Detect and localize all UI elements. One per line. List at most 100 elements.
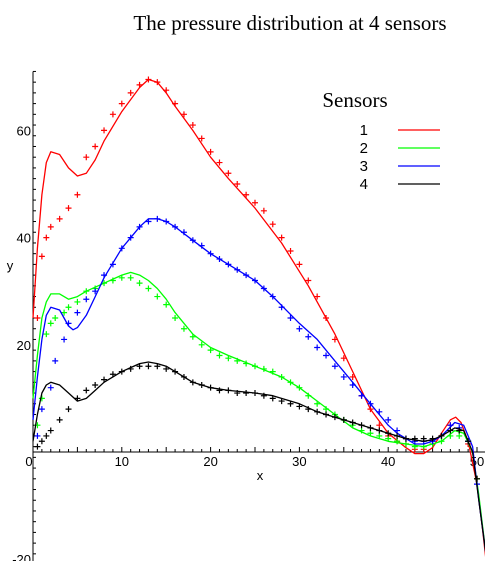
series-4-point: [376, 427, 383, 434]
series-4-point: [34, 443, 41, 450]
series-1-point: [34, 315, 41, 321]
legend-label-1: 1: [360, 122, 368, 139]
series-2-point: [438, 438, 445, 445]
series-4-point: [394, 432, 401, 439]
series-4-point: [101, 376, 108, 383]
series-3-point: [358, 392, 365, 399]
series-3-point: [252, 277, 258, 284]
series-3-point: [269, 293, 276, 300]
series-3-point: [296, 325, 303, 332]
series-1-point: [127, 89, 134, 96]
series-2: [32, 271, 485, 552]
series-2-point: [180, 325, 187, 332]
series-4: [32, 361, 485, 552]
series-1-point: [323, 315, 330, 321]
series-4-point: [74, 395, 81, 402]
series-2-point: [145, 285, 152, 292]
series-1-point: [349, 373, 356, 380]
series-1-point: [305, 277, 312, 284]
y-tick-label: -20: [12, 552, 31, 561]
series-2-point: [154, 293, 161, 300]
series-1-point: [180, 111, 187, 118]
series-2-point: [243, 360, 250, 367]
series-4-point: [349, 419, 356, 426]
series-2-point: [43, 331, 50, 338]
series-2-point: [252, 363, 258, 370]
series-2-line: [32, 271, 485, 552]
series-2-point: [38, 395, 45, 402]
series-2-point: [314, 400, 321, 407]
series-1-point: [260, 207, 267, 214]
series-1-point: [331, 336, 338, 343]
series-3-point: [83, 296, 90, 303]
series-2-point: [447, 432, 454, 439]
series-2-point: [207, 347, 214, 354]
series-2-point: [456, 432, 463, 439]
series-1-point: [216, 159, 223, 166]
series-3-point: [65, 320, 72, 327]
series-3-point: [189, 237, 196, 244]
series-1-point: [287, 248, 294, 254]
y-axis-label: y: [7, 258, 14, 273]
series-4-point: [216, 387, 223, 394]
series-4-point: [154, 363, 161, 370]
series-4-point: [207, 384, 214, 391]
series-2-point: [296, 384, 303, 391]
series-1-point: [83, 154, 90, 161]
legend-label-2: 2: [360, 140, 368, 157]
series-1-point: [207, 148, 214, 155]
series-1-point: [74, 191, 81, 198]
series-3-point: [367, 400, 374, 407]
series-1-point: [296, 261, 303, 268]
series-2-point: [402, 440, 409, 447]
series-1-point: [154, 79, 161, 86]
series-3-point: [101, 272, 108, 279]
series-4-point: [456, 427, 463, 434]
series-3-point: [52, 357, 59, 364]
series-3-point: [331, 363, 338, 370]
series-3-point: [136, 223, 143, 230]
series-1-point: [38, 253, 45, 260]
series-3-point: [38, 406, 45, 413]
series-3-point: [118, 245, 125, 252]
series-4-point: [367, 424, 374, 431]
series-2-point: [74, 298, 81, 305]
series-1-point: [340, 355, 347, 362]
series-3-point: [260, 285, 267, 292]
series-4-point: [323, 411, 330, 418]
series-2-point: [358, 427, 365, 434]
series-3-point: [92, 288, 99, 295]
series-3-point: [180, 229, 187, 236]
series-1-point: [198, 135, 205, 142]
series-1-point: [65, 205, 72, 212]
series-2-point: [198, 341, 205, 348]
series-4-point: [225, 387, 232, 394]
series-1-point: [56, 215, 63, 222]
series-2-point: [52, 315, 59, 321]
series-1-point: [376, 422, 383, 429]
x-tick-label: 40: [381, 454, 395, 469]
series-1-point: [269, 221, 276, 228]
series-2-point: [189, 333, 196, 340]
series-3-point: [278, 304, 285, 311]
series-4-point: [163, 365, 170, 372]
series-2-point: [385, 435, 392, 442]
series-1-point: [278, 234, 285, 241]
series-2-point: [376, 432, 383, 439]
series-2-point: [234, 357, 241, 364]
series-1-point: [109, 111, 116, 118]
legend-label-4: 4: [360, 176, 368, 193]
series-4-point: [172, 368, 179, 375]
series-1-point: [163, 87, 170, 94]
series-4-point: [474, 475, 480, 482]
series-4-point: [65, 406, 72, 413]
series-3-point: [225, 261, 232, 268]
series-2-point: [394, 438, 401, 445]
series-3-point: [385, 416, 392, 423]
series-4-point: [358, 422, 365, 429]
series-3-point: [349, 382, 356, 388]
series-4-point: [447, 427, 454, 434]
series-3-point: [163, 218, 170, 225]
